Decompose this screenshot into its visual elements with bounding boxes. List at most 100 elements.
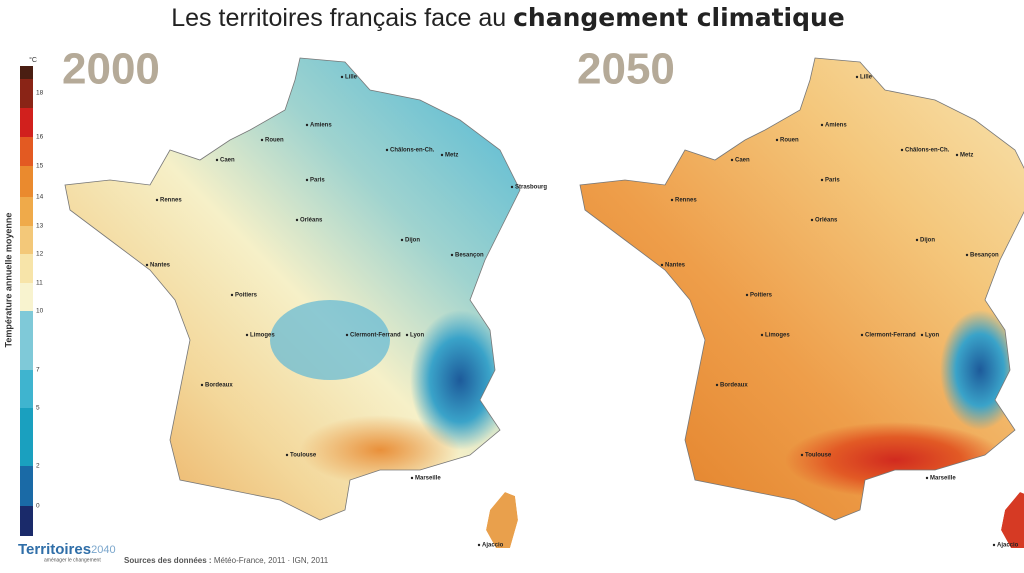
legend-tick: 15: [36, 163, 44, 170]
city-dot: [477, 543, 481, 547]
city-label: Orléans: [300, 218, 323, 224]
sources-text: Météo-France, 2011 · IGN, 2011: [214, 556, 329, 565]
city-dot: [820, 178, 824, 182]
city-dot: [305, 123, 309, 127]
city-label: Besançon: [455, 253, 484, 259]
city-dot: [200, 383, 204, 387]
city-dot: [410, 476, 414, 480]
city-dot: [345, 333, 349, 337]
logo-tagline: aménager le changement: [44, 557, 101, 563]
city-label: Besançon: [970, 253, 999, 259]
city-dot: [400, 238, 404, 242]
legend-unit: °C: [29, 56, 37, 64]
year-label: 2050: [577, 45, 675, 94]
city-label: Châlons-en-Ch.: [905, 148, 950, 154]
city-dot: [715, 383, 719, 387]
sources: Sources des données : Météo-France, 2011…: [124, 556, 329, 565]
city-label: Paris: [310, 178, 325, 184]
city-dot: [260, 138, 264, 142]
city-dot: [245, 333, 249, 337]
city-dot: [440, 153, 444, 157]
legend-tick: 12: [36, 251, 44, 258]
city-label: Nantes: [665, 263, 686, 269]
city-label: Bordeaux: [205, 383, 233, 389]
city-dot: [405, 333, 409, 337]
legend-tick: 16: [36, 134, 44, 141]
legend-tick: 13: [36, 223, 44, 230]
year-label: 2000: [62, 45, 160, 94]
city-label: Paris: [825, 178, 840, 184]
city-label: Orléans: [815, 218, 838, 224]
city-label: Caen: [735, 158, 750, 164]
city-label: Ajaccio: [482, 543, 504, 549]
city-dot: [955, 153, 959, 157]
city-label: Metz: [960, 153, 973, 159]
logo: Territoires2040: [18, 541, 116, 558]
city-dot: [920, 333, 924, 337]
city-dot: [965, 253, 969, 257]
legend-label: Température annuelle moyenne: [3, 213, 13, 348]
title-regular: Les territoires français face au: [171, 4, 506, 32]
city-label: Bordeaux: [720, 383, 748, 389]
city-label: Dijon: [405, 238, 420, 244]
city-dot: [992, 543, 996, 547]
city-label: Clermont-Ferrand: [865, 333, 916, 339]
city-dot: [900, 148, 904, 152]
city-label: Lille: [860, 75, 873, 81]
city-label: Lyon: [925, 333, 939, 339]
city-dot: [800, 453, 804, 457]
legend-tick: 18: [36, 90, 44, 97]
city-label: Clermont-Ferrand: [350, 333, 401, 339]
city-dot: [915, 238, 919, 242]
city-dot: [810, 218, 814, 222]
city-dot: [145, 263, 149, 267]
city-dot: [215, 158, 219, 162]
city-label: Ajaccio: [997, 543, 1019, 549]
logo-year: 2040: [91, 544, 115, 556]
city-label: Rennes: [675, 198, 697, 204]
city-dot: [450, 253, 454, 257]
legend-tick: 10: [36, 308, 44, 315]
legend: °C 18 16 15 14 13 12 11 10 7 5 2 0 Tempé…: [3, 56, 44, 536]
city-label: Amiens: [825, 123, 847, 129]
city-dot: [745, 293, 749, 297]
city-dot: [510, 185, 514, 189]
map-2050: 2050: [577, 45, 1024, 548]
city-dot: [925, 476, 929, 480]
city-label: Marseille: [930, 476, 956, 482]
map-2000: 2000: [62, 45, 521, 548]
title: Les territoires français face au changem…: [171, 3, 844, 32]
city-label: Rouen: [265, 138, 284, 144]
city-label: Limoges: [765, 333, 790, 339]
city-label: Marseille: [415, 476, 441, 482]
city-dot: [230, 293, 234, 297]
city-dot: [660, 263, 664, 267]
city-dot: [305, 178, 309, 182]
city-dot: [855, 75, 859, 79]
city-dot: [730, 158, 734, 162]
city-label: Strasbourg: [515, 185, 547, 191]
city-label: Metz: [445, 153, 458, 159]
city-dot: [760, 333, 764, 337]
legend-tick: 5: [36, 405, 40, 412]
sources-label: Sources des données :: [124, 556, 212, 565]
city-dot: [385, 148, 389, 152]
city-label: Châlons-en-Ch.: [390, 148, 435, 154]
footer: Territoires2040 aménager le changement S…: [18, 541, 329, 565]
title-bold: changement climatique: [513, 3, 845, 32]
city-dot: [155, 198, 159, 202]
city-dot: [670, 198, 674, 202]
legend-tick: 11: [36, 280, 43, 287]
legend-tick: 2: [36, 463, 40, 470]
city-label: Rouen: [780, 138, 799, 144]
city-label: Caen: [220, 158, 235, 164]
city-label: Lille: [345, 75, 358, 81]
city-label: Amiens: [310, 123, 332, 129]
city-dot: [295, 218, 299, 222]
legend-tick: 14: [36, 194, 44, 201]
logo-main: Territoires: [18, 541, 91, 558]
city-label: Toulouse: [290, 453, 317, 459]
city-label: Limoges: [250, 333, 275, 339]
city-dot: [285, 453, 289, 457]
